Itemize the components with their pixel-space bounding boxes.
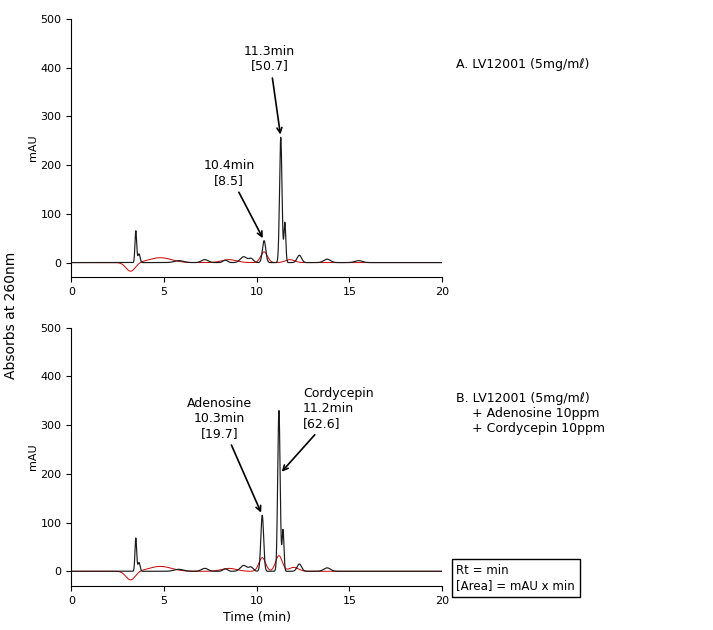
X-axis label: Time (min): Time (min) xyxy=(222,611,291,624)
Text: Adenosine
10.3min
[19.7]: Adenosine 10.3min [19.7] xyxy=(187,397,261,511)
Text: Absorbs at 260nm: Absorbs at 260nm xyxy=(4,251,18,379)
Text: 10.4min
[8.5]: 10.4min [8.5] xyxy=(203,159,262,236)
Text: 11.3min
[50.7]: 11.3min [50.7] xyxy=(244,45,295,133)
Text: B. LV12001 (5mg/mℓ)
    + Adenosine 10ppm
    + Cordycepin 10ppm: B. LV12001 (5mg/mℓ) + Adenosine 10ppm + … xyxy=(456,392,605,435)
Text: A. LV12001 (5mg/mℓ): A. LV12001 (5mg/mℓ) xyxy=(456,58,590,71)
Y-axis label: mAU: mAU xyxy=(28,444,38,470)
Text: Cordycepin
11.2min
[62.6]: Cordycepin 11.2min [62.6] xyxy=(283,387,374,471)
Y-axis label: mAU: mAU xyxy=(28,135,38,161)
Text: Rt = min
[Area] = mAU x min: Rt = min [Area] = mAU x min xyxy=(456,564,575,592)
